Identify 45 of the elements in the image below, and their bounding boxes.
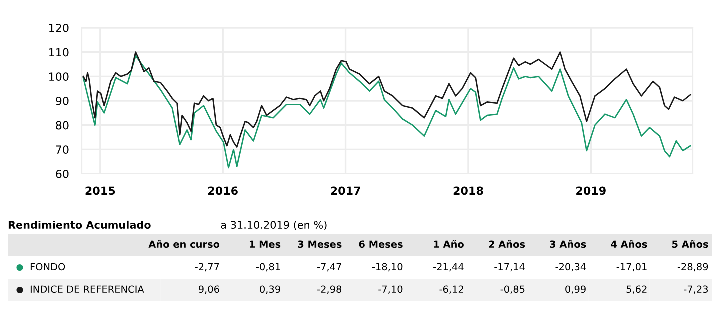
x-tick-label: 1 Mes (250, 240, 281, 248)
data-label: -17,14 (494, 263, 525, 272)
x-tick-label: 2019 (576, 186, 606, 196)
x-tick-label: 6 Meses (359, 240, 403, 248)
x-tick-label: 1 Año (434, 240, 464, 248)
data-label: -21,44 (434, 263, 464, 272)
data-label: -7,10 (378, 286, 403, 294)
data-label: -7,47 (318, 263, 342, 272)
y-tick-label: 120 (50, 24, 69, 32)
data-label: -28,89 (678, 263, 708, 272)
data-label: 5,62 (626, 286, 647, 294)
y-tick-label: 110 (50, 48, 69, 57)
x-tick-label: 2018 (454, 186, 484, 196)
data-label: -0,85 (500, 286, 525, 294)
y-tick-label: 60 (56, 170, 69, 178)
y-tick-label: 70 (56, 146, 69, 154)
y-tick-label: INDICE DE REFERENCIA (30, 286, 144, 294)
chart-subtitle: a 31.10.2019 (en %) (221, 220, 327, 230)
data-label: -0,81 (256, 263, 280, 272)
data-label: -2,98 (318, 286, 342, 294)
y-tick-label: 80 (56, 121, 69, 130)
data-label: 0,39 (260, 286, 280, 294)
x-tick-label: 2017 (331, 186, 360, 196)
data-label: -17,01 (616, 263, 647, 272)
data-label: -7,23 (684, 286, 708, 294)
x-tick-label: 2016 (208, 186, 238, 196)
x-tick-label: 3 Años (550, 240, 586, 248)
y-tick-label: 90 (56, 96, 69, 106)
text: Rendimiento Acumulado (8, 220, 151, 230)
x-tick-label: 2015 (86, 186, 116, 196)
x-tick-label: 4 Años (611, 240, 648, 248)
line-series (82, 52, 692, 148)
data-label: -18,10 (372, 263, 403, 272)
x-tick-label: 2 Años (489, 240, 526, 248)
y-tick-label: FONDO (30, 263, 66, 271)
data-label: -20,34 (556, 263, 586, 272)
y-tick-label: 100 (50, 72, 69, 82)
line-series (82, 55, 692, 169)
data-label: -2,77 (195, 263, 220, 272)
x-tick-label: 5 Años (672, 240, 708, 248)
data-label: -6,12 (440, 286, 464, 294)
x-tick-label: Año en curso (148, 240, 220, 248)
data-label: 0,99 (566, 286, 586, 294)
data-label: 9,06 (198, 286, 220, 294)
x-tick-label: 3 Meses (298, 240, 342, 248)
